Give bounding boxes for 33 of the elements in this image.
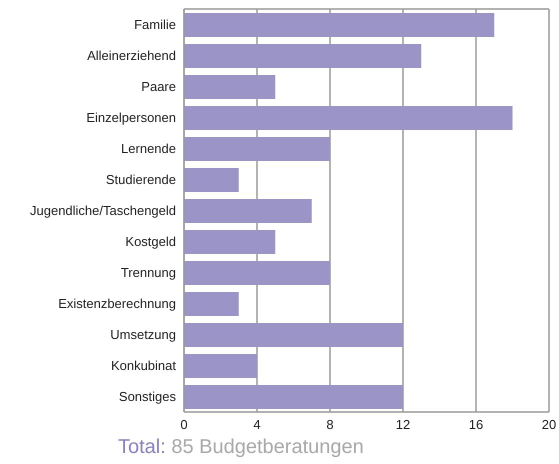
y-tick-label: Umsetzung: [110, 327, 176, 342]
x-tick-label: 8: [326, 417, 334, 432]
y-tick-label: Existenzberechnung: [58, 296, 176, 312]
bar: [184, 292, 239, 316]
bar: [184, 354, 257, 378]
y-tick-label: Konkubinat: [110, 358, 176, 374]
x-tick-label: 12: [396, 417, 410, 432]
bar: [184, 230, 276, 254]
x-tick-label: 16: [468, 417, 484, 432]
bar: [184, 385, 403, 409]
y-tick-label: Trennung: [120, 265, 176, 280]
y-tick-label: Sonstiges: [118, 389, 176, 404]
y-tick-label: Jugendliche/Taschengeld: [30, 203, 176, 218]
bar: [184, 44, 422, 68]
x-tick-label: 20: [542, 417, 556, 432]
bar: [184, 261, 330, 285]
bar: [184, 13, 494, 37]
x-tick-label: 0: [180, 417, 188, 432]
bar: [184, 168, 239, 192]
y-tick-label: Studierende: [106, 172, 176, 188]
y-tick-label: Familie: [134, 17, 176, 32]
y-tick-label: Einzelpersonen: [86, 110, 176, 126]
text: Total: 85 Budgetberatungen: [118, 436, 365, 459]
x-tick-label: 4: [253, 417, 261, 432]
bar: [184, 106, 512, 130]
y-tick-label: Alleinerziehend: [87, 48, 176, 64]
y-tick-label: Lernende: [121, 141, 176, 156]
bar: [184, 199, 312, 223]
y-tick-label: Kostgeld: [125, 234, 176, 250]
bar: [184, 137, 330, 161]
bar: [184, 75, 276, 99]
y-tick-label: Paare: [141, 79, 176, 94]
bar: [184, 323, 403, 347]
